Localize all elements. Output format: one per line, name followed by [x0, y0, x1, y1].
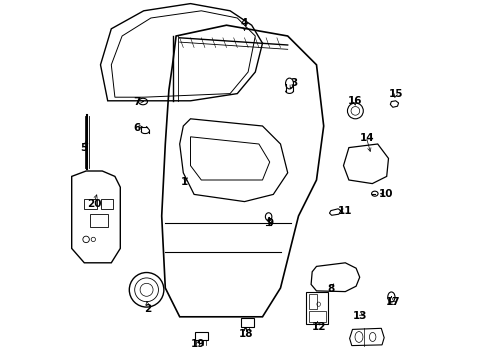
Bar	[308, 294, 316, 309]
Text: 5: 5	[81, 143, 88, 153]
Bar	[308, 311, 325, 322]
Bar	[101, 199, 113, 209]
Bar	[194, 332, 208, 340]
Text: 7: 7	[133, 96, 140, 107]
Text: 17: 17	[385, 297, 399, 307]
Text: 3: 3	[289, 78, 297, 88]
Text: 12: 12	[311, 321, 325, 332]
Text: 9: 9	[265, 218, 273, 228]
Text: 11: 11	[337, 206, 351, 216]
Bar	[306, 292, 327, 324]
Text: 18: 18	[238, 329, 252, 339]
Text: 14: 14	[359, 132, 373, 143]
Text: 16: 16	[347, 96, 362, 106]
Bar	[387, 301, 394, 304]
Text: 2: 2	[143, 303, 151, 314]
Text: 6: 6	[133, 123, 140, 133]
Text: 10: 10	[378, 189, 392, 199]
Text: 8: 8	[326, 284, 334, 294]
Text: 19: 19	[191, 339, 205, 349]
Text: 1: 1	[180, 177, 187, 187]
Text: 20: 20	[86, 199, 101, 210]
Text: 13: 13	[352, 311, 367, 321]
Bar	[89, 214, 107, 227]
Bar	[241, 318, 253, 327]
Text: 4: 4	[240, 18, 248, 28]
Text: 15: 15	[388, 89, 403, 99]
Bar	[84, 199, 97, 209]
